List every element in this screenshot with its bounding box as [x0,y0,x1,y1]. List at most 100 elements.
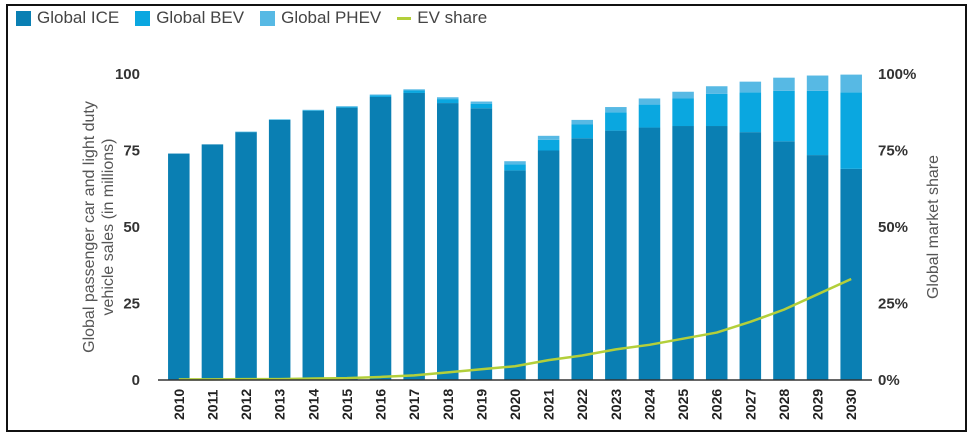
legend-item-ev-share: EV share [397,8,487,28]
legend-swatch-bev [135,10,151,26]
bar-phev-2017 [403,89,425,91]
axis-label-group: 2010 2011 2012 2013 2014 2015 2016 2017 2018 2019… [81,66,942,420]
x-tick-label-2025: 2025 [675,389,691,420]
legend-label-phev: Global PHEV [281,8,382,27]
x-tick-label-2019: 2019 [473,389,489,420]
y2-tick-label-2: 50% [878,219,908,236]
bar-bev-2025 [672,98,694,127]
bar-ice-2014 [302,110,325,380]
bar-bev-2016 [369,95,392,97]
x-tick-label-2022: 2022 [574,389,590,420]
x-tick-label-2024: 2024 [641,389,657,420]
bar-ice-2012 [235,132,257,380]
x-tick-label-2014: 2014 [305,389,321,420]
bar-phev-2025 [672,91,694,99]
y-tick-label-50: 50 [123,219,140,236]
x-tick-label-2030: 2030 [843,389,859,420]
bar-ice-2018 [437,103,459,380]
bar-phev-2020 [504,161,526,165]
bar-phev-2016 [369,94,392,96]
bar-ice-2021 [537,150,560,380]
bar-bev-2022 [571,124,593,139]
y2-tick-label-4: 100% [878,66,916,83]
y2-tick-label-3: 75% [878,143,908,160]
y2-tick-label-1: 25% [878,296,908,313]
legend-item-phev: Global PHEV [260,8,381,28]
bar-phev-2018 [437,97,459,100]
y-tick-label-25: 25 [123,296,140,313]
x-tick-label-2010: 2010 [171,389,187,420]
bar-phev-2027 [739,81,762,93]
bar-ice-2026 [705,126,728,381]
legend-swatch-ice [16,10,31,26]
y2-tick-label-0: 0% [878,372,900,389]
bar-bev-2024 [638,104,661,128]
bar-bev-2015 [336,106,358,108]
bar-ice-2030 [840,168,862,380]
y-axis-title-line-2: vehicle sales (in millions) [100,139,117,316]
bar-ice-2011 [201,144,224,380]
bar-ice-2016 [369,96,392,380]
y-tick-label-100: 100 [115,66,140,83]
bar-phev-2019 [470,101,493,104]
legend-item-bev: Global BEV [135,8,244,28]
bar-phev-2021 [537,135,560,140]
bar-ice-2022 [571,138,593,380]
x-tick-label-2017: 2017 [406,389,422,420]
x-tick-label-2013: 2013 [272,389,288,420]
bar-phev-2023 [605,107,627,113]
ev-share-line-layer [178,277,852,381]
bar-phev-2015 [336,106,358,107]
bar-bev-2021 [537,139,560,151]
bar-bev-2014 [302,110,325,111]
legend-label-bev: Global BEV [156,8,245,27]
legend-swatch-phev [260,10,276,26]
legend-label-ice: Global ICE [37,8,120,27]
bar-bev-2030 [840,92,862,169]
ev-share-line [178,277,852,381]
x-tick-label-2012: 2012 [238,389,254,420]
bar-ice-2028 [773,141,795,380]
chart-legend: Global ICE Global BEV Global PHEV EV sha… [16,8,487,28]
bar-group [168,74,862,381]
x-tick-label-2011: 2011 [204,389,220,420]
bar-ice-2020 [504,170,526,380]
bar-ice-2027 [739,132,762,380]
x-tick-label-2028: 2028 [776,389,792,420]
x-tick-label-2029: 2029 [810,389,826,420]
y-tick-label-0: 0 [132,372,140,389]
bar-ice-2017 [403,92,425,381]
y2-axis-title: Global market share [925,155,942,299]
bar-ice-2019 [470,108,493,380]
x-tick-label-2020: 2020 [507,389,523,420]
bar-ice-2025 [672,126,694,381]
y-tick-label-75: 75 [123,143,140,160]
x-tick-label-2026: 2026 [709,389,725,420]
y-axis-title: Global passenger car and light duty vehic… [81,101,117,353]
bar-ice-2029 [806,155,829,380]
bar-ice-2013 [268,119,291,381]
x-tick-label-2021: 2021 [541,389,557,420]
bar-bev-2029 [806,90,829,156]
bar-bev-2019 [470,103,493,109]
bar-bev-2020 [504,164,526,171]
legend-swatch-ev-share [397,16,412,20]
bar-phev-2026 [705,86,728,94]
legend-label-ev-share: EV share [417,8,488,27]
x-tick-label-2018: 2018 [440,389,456,420]
bar-phev-2030 [840,74,862,93]
legend-item-ice: Global ICE [16,8,119,28]
bar-phev-2022 [571,119,593,125]
bar-bev-2027 [739,92,762,133]
bar-bev-2018 [437,99,459,104]
bar-bev-2023 [605,112,627,131]
y-axis-title-line-1: Global passenger car and light duty [81,101,98,353]
bar-ice-2023 [605,130,627,380]
bar-ice-2010 [168,153,190,380]
x-tick-label-2016: 2016 [373,389,389,420]
bar-ice-2015 [336,107,358,380]
x-tick-label-2015: 2015 [339,389,355,420]
bar-phev-2028 [773,77,795,91]
bar-bev-2017 [403,90,425,93]
